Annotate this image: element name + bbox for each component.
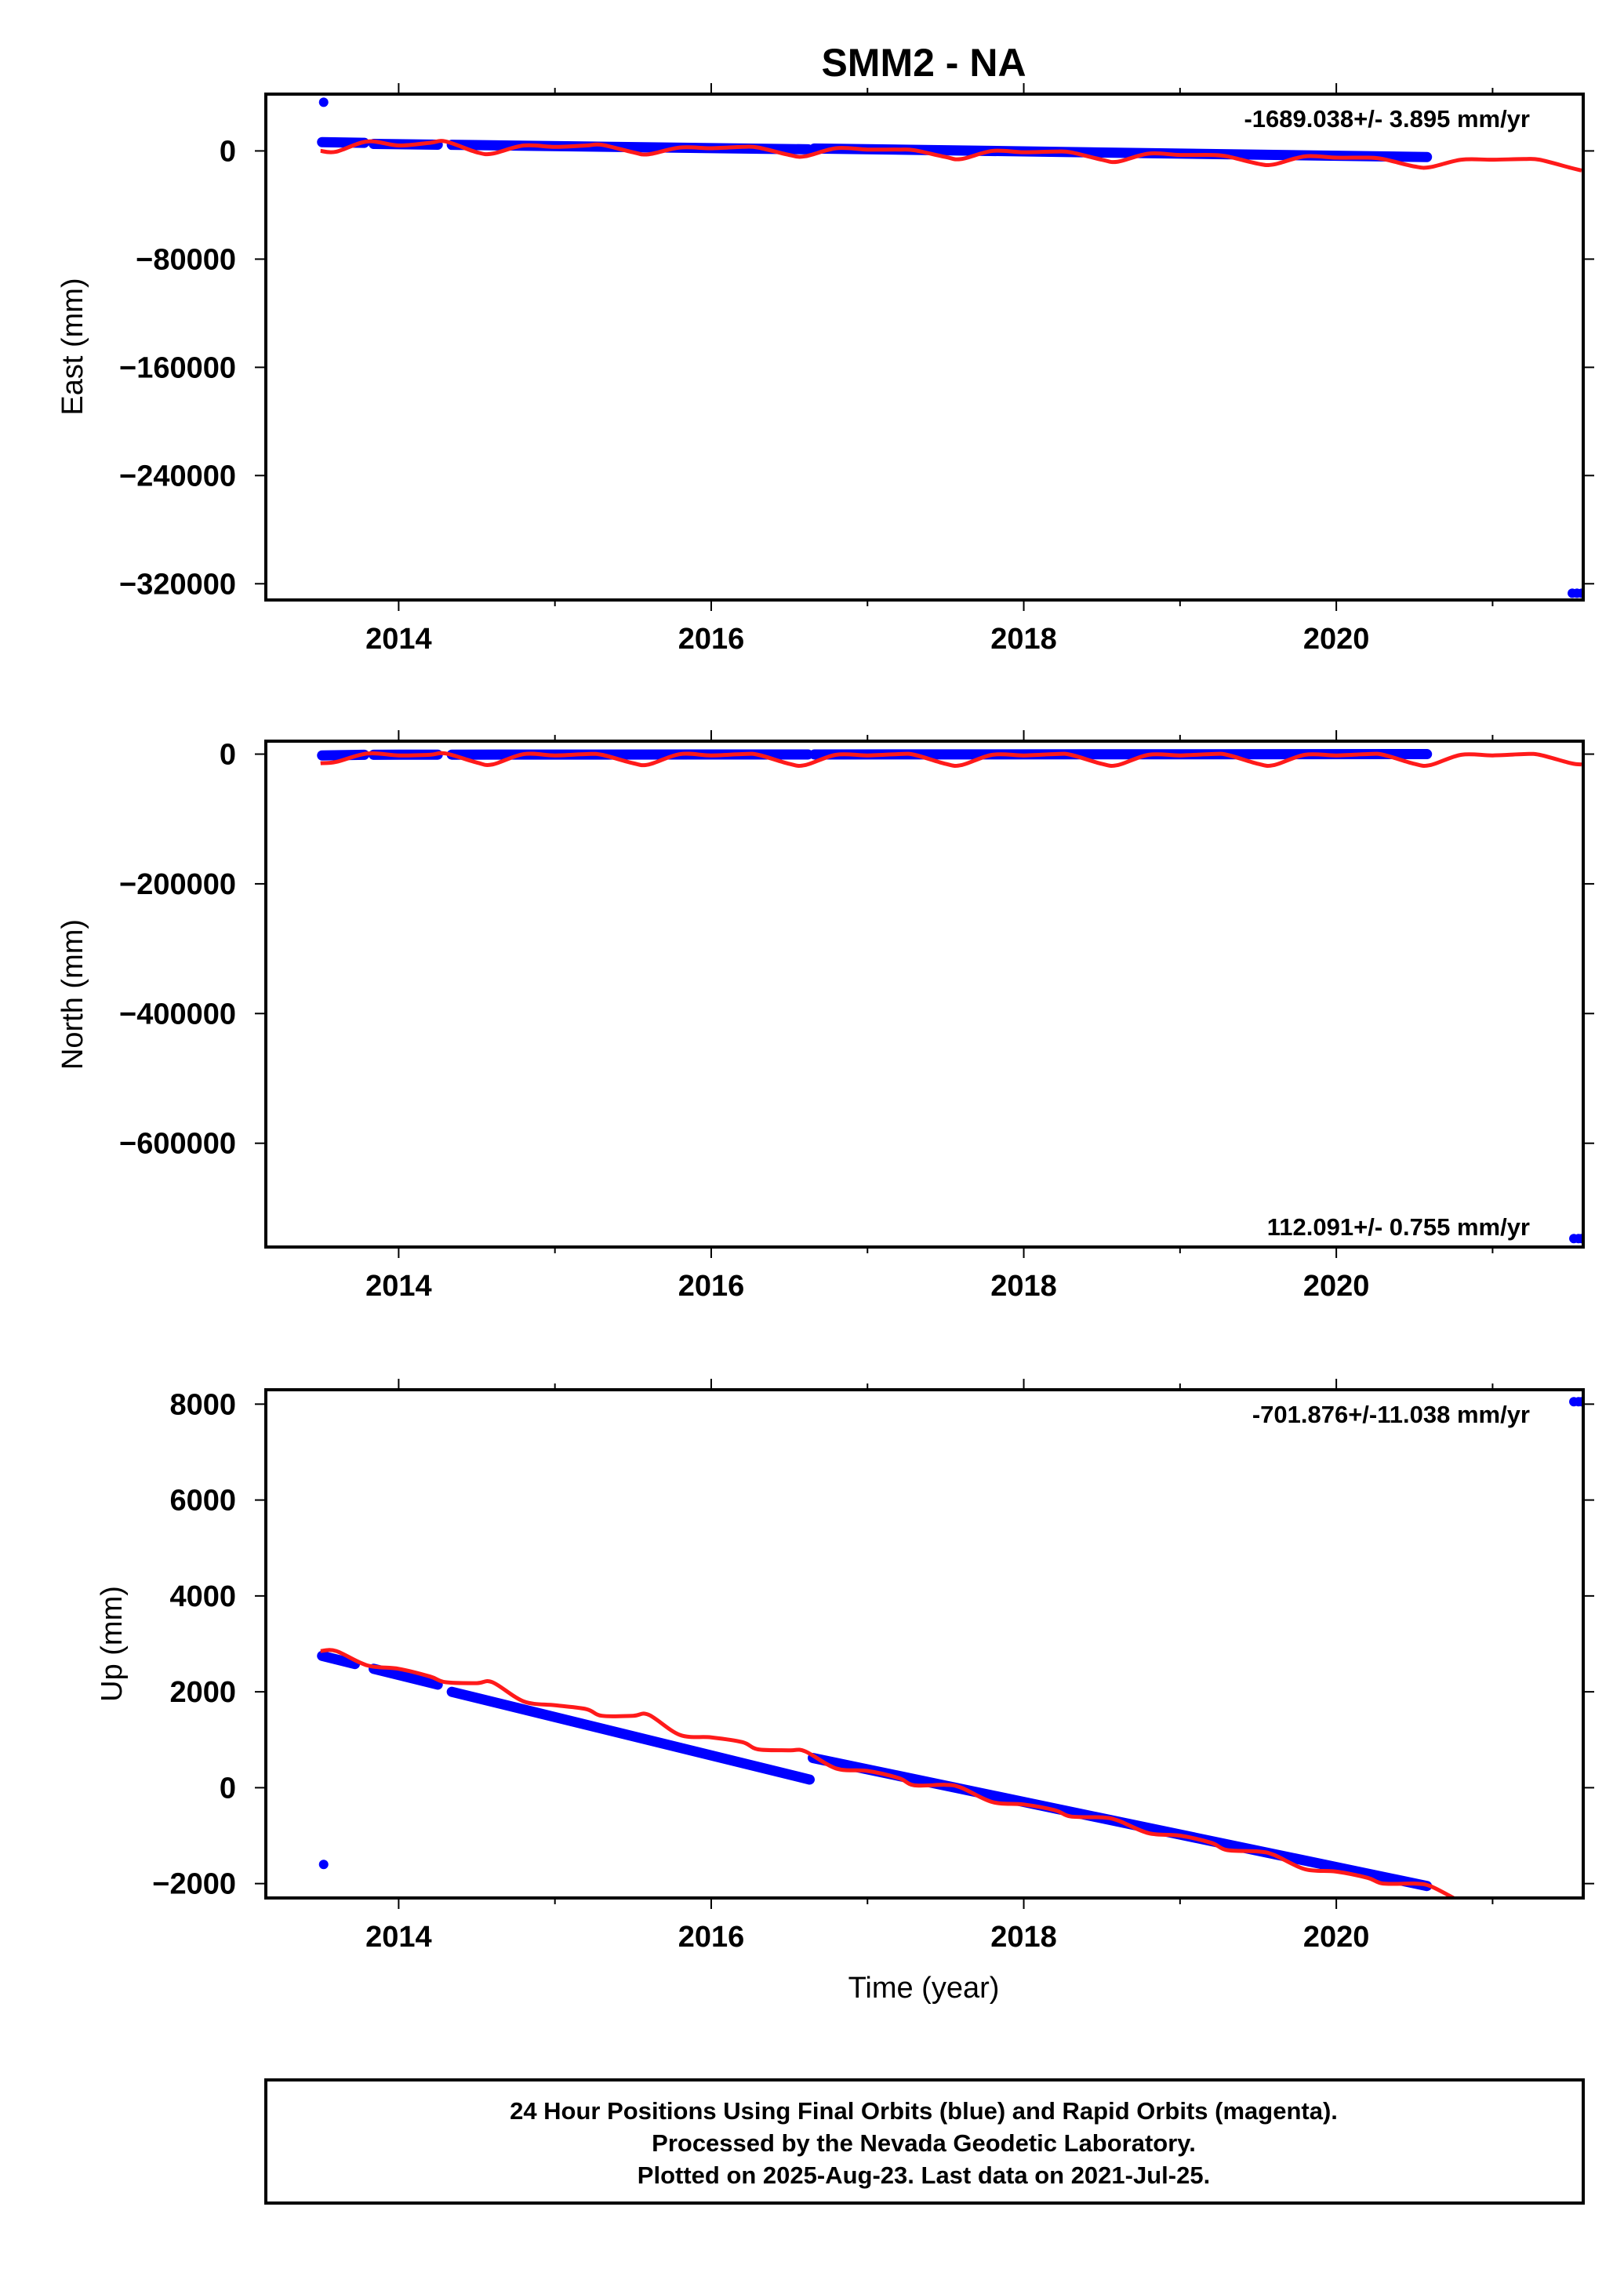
y-tick-label-up: 0 [220, 1772, 236, 1805]
final-orbit-track-up [446, 1686, 816, 1785]
x-tick-label-north: 2018 [990, 1270, 1057, 1303]
x-tick-label-east: 2018 [990, 623, 1057, 656]
final-orbit-point-up [318, 1860, 329, 1870]
panel-up-frame [264, 1388, 1585, 1900]
footer-note: 24 Hour Positions Using Final Orbits (bl… [264, 2078, 1585, 2205]
y-tick-label-up: 4000 [169, 1580, 236, 1613]
x-tick-label-up: 2016 [678, 1921, 745, 1954]
x-tick-label-up: 2014 [365, 1921, 432, 1954]
y-tick-label-up: 6000 [169, 1485, 236, 1518]
final-orbit-track-up [317, 1650, 361, 1670]
panel-north-frame [264, 740, 1585, 1249]
y-tick-label-up: −2000 [152, 1868, 236, 1901]
footer-frame [264, 2078, 1585, 2205]
y-tick-label-north: 0 [220, 739, 236, 772]
rapid-orbit-line-up [320, 1648, 1455, 1898]
y-axis-label-east: East (mm) [56, 278, 89, 415]
x-tick-label-north: 2016 [678, 1270, 745, 1303]
y-tick-label-east: −160000 [119, 351, 236, 384]
x-tick-label-up: 2018 [990, 1921, 1057, 1954]
y-tick-label-east: 0 [220, 135, 236, 168]
x-tick-label-north: 2020 [1303, 1270, 1370, 1303]
y-tick-label-north: −200000 [119, 868, 236, 901]
rapid-orbit-line-east [320, 139, 1582, 173]
x-axis-label: Time (year) [848, 1972, 1000, 2005]
final-orbit-track-up [369, 1663, 443, 1690]
rapid-orbit-line-north [320, 751, 1582, 769]
x-tick-label-up: 2020 [1303, 1921, 1370, 1954]
rate-label-east: -1689.038+/- 3.895 mm/yr [1244, 105, 1530, 133]
x-tick-label-north: 2014 [365, 1270, 432, 1303]
panel-north: 2014 2016 2018 2020 0 −200000 −400000 −600000 N… [56, 730, 1594, 1303]
y-tick-label-north: −400000 [119, 998, 236, 1031]
rate-label-north: 112.091+/- 0.755 mm/yr [1267, 1213, 1530, 1241]
panel-east-frame [264, 93, 1585, 602]
y-tick-label-north: −600000 [119, 1128, 236, 1161]
y-tick-label-east: −240000 [119, 460, 236, 493]
rate-label-up: -701.876+/-11.038 mm/yr [1252, 1401, 1530, 1428]
y-tick-label-east: −320000 [119, 568, 236, 601]
chart-title: SMM2 - NA [821, 41, 1026, 85]
panel-east: 2014 2016 2018 2020 0 −80000 −160000 −240000 −32… [56, 83, 1594, 656]
x-tick-label-east: 2014 [365, 623, 432, 656]
y-axis-label-north: North (mm) [56, 919, 89, 1070]
x-tick-label-east: 2020 [1303, 623, 1370, 656]
x-tick-label-east: 2016 [678, 623, 745, 656]
y-tick-label-up: 2000 [169, 1676, 236, 1709]
footer-line-1: 24 Hour Positions Using Final Orbits (bl… [510, 2097, 1338, 2125]
footer-line-2: Processed by the Nevada Geodetic Laborat… [652, 2129, 1196, 2157]
footer-line-3: Plotted on 2025-Aug-23. Last data on 202… [638, 2161, 1210, 2189]
y-tick-label-up: 8000 [169, 1388, 236, 1421]
y-tick-label-east: −80000 [136, 243, 236, 276]
y-axis-label-up: Up (mm) [96, 1586, 129, 1702]
final-orbit-point-east [318, 97, 329, 107]
panel-up: 2014 2016 2018 2020 8000 6000 4000 2000 0 −2000 U… [96, 1379, 1594, 2005]
